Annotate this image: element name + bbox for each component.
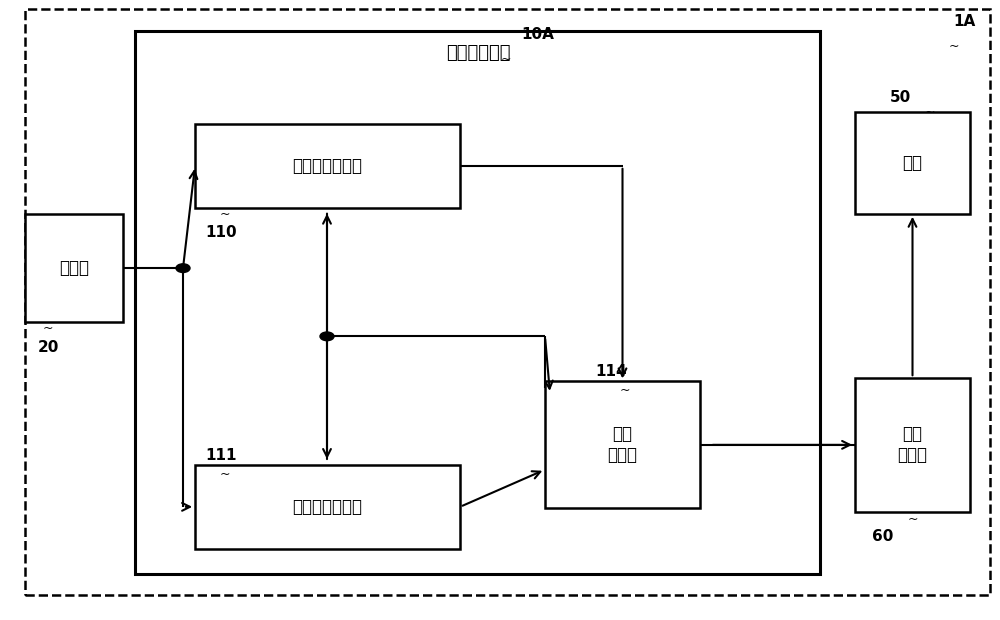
Bar [195, 465, 460, 549]
Text: 图像处理装置: 图像处理装置 [446, 43, 510, 62]
Text: ~: ~ [908, 513, 918, 525]
Text: 识别
处理部: 识别 处理部 [608, 425, 638, 464]
Bar [855, 378, 970, 512]
Bar [195, 124, 460, 208]
Text: 1A: 1A [954, 14, 976, 29]
Text: 相机部: 相机部 [59, 259, 89, 277]
Bar [25, 214, 123, 322]
Text: ~: ~ [620, 384, 630, 397]
Bar [545, 381, 700, 508]
Text: 距离特征提取部: 距离特征提取部 [292, 157, 362, 175]
Text: 10A: 10A [522, 27, 554, 42]
Text: ~: ~ [220, 468, 230, 481]
Text: 114: 114 [595, 365, 627, 379]
Text: 车辆
控制部: 车辆 控制部 [898, 425, 928, 464]
Text: ~: ~ [501, 53, 511, 65]
Bar [135, 31, 820, 574]
Circle shape [320, 332, 334, 340]
Text: 车辆: 车辆 [902, 154, 922, 172]
Text: ~: ~ [43, 322, 53, 335]
Text: 60: 60 [872, 529, 894, 544]
Text: ~: ~ [949, 40, 959, 53]
Text: ~: ~ [220, 208, 230, 220]
Text: 50: 50 [889, 90, 911, 105]
Text: 20: 20 [38, 340, 59, 355]
Text: ~: ~ [925, 107, 935, 119]
Text: 111: 111 [205, 448, 237, 463]
Text: 110: 110 [205, 225, 237, 240]
Circle shape [176, 264, 190, 273]
Text: 运动特征提取部: 运动特征提取部 [292, 498, 362, 516]
Bar [855, 112, 970, 214]
